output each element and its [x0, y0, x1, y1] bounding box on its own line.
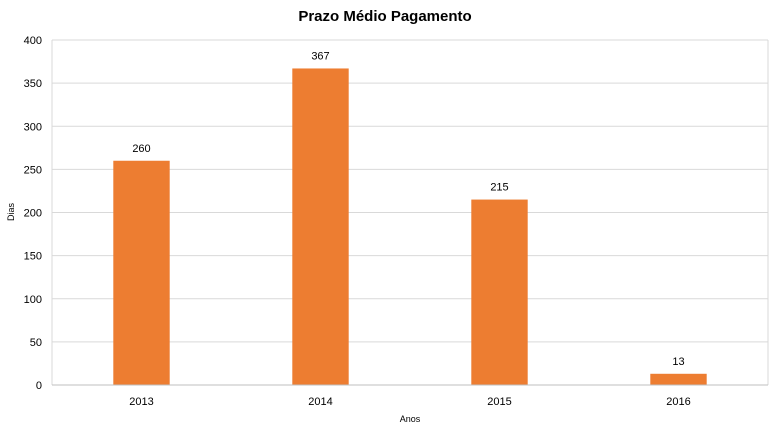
chart-title: Prazo Médio Pagamento [298, 8, 471, 25]
data-label-2014: 367 [311, 50, 329, 62]
y-tick-label-150: 150 [24, 251, 42, 263]
x-tick-label-2015: 2015 [487, 396, 511, 408]
x-axis-title: Anos [400, 414, 421, 424]
y-tick-label-0: 0 [36, 380, 42, 392]
data-label-2015: 215 [490, 182, 508, 194]
y-tick-label-100: 100 [24, 294, 42, 306]
x-axis-ticks: 2013 2014 2015 2016 [129, 396, 690, 408]
y-axis-title: Dias [6, 203, 16, 222]
x-tick-label-2014: 2014 [308, 396, 332, 408]
y-tick-label-250: 250 [24, 164, 42, 176]
bar-2016 [650, 373, 707, 385]
bar-2013 [113, 160, 170, 385]
x-tick-label-2016: 2016 [666, 396, 690, 408]
y-tick-label-350: 350 [24, 78, 42, 90]
bars [113, 68, 707, 386]
y-tick-label-400: 400 [24, 35, 42, 47]
data-labels: 260 367 215 13 [132, 50, 684, 367]
data-label-2013: 260 [132, 143, 150, 155]
x-tick-label-2013: 2013 [129, 396, 153, 408]
y-axis-ticks: 0 50 100 150 200 250 300 350 400 [24, 35, 42, 392]
bar-2014 [292, 68, 349, 386]
gridlines [51, 39, 769, 385]
bar-2015 [471, 199, 528, 385]
data-label-2016: 13 [672, 356, 684, 368]
y-tick-label-50: 50 [30, 337, 42, 349]
y-tick-label-300: 300 [24, 121, 42, 133]
y-tick-label-200: 200 [24, 208, 42, 220]
